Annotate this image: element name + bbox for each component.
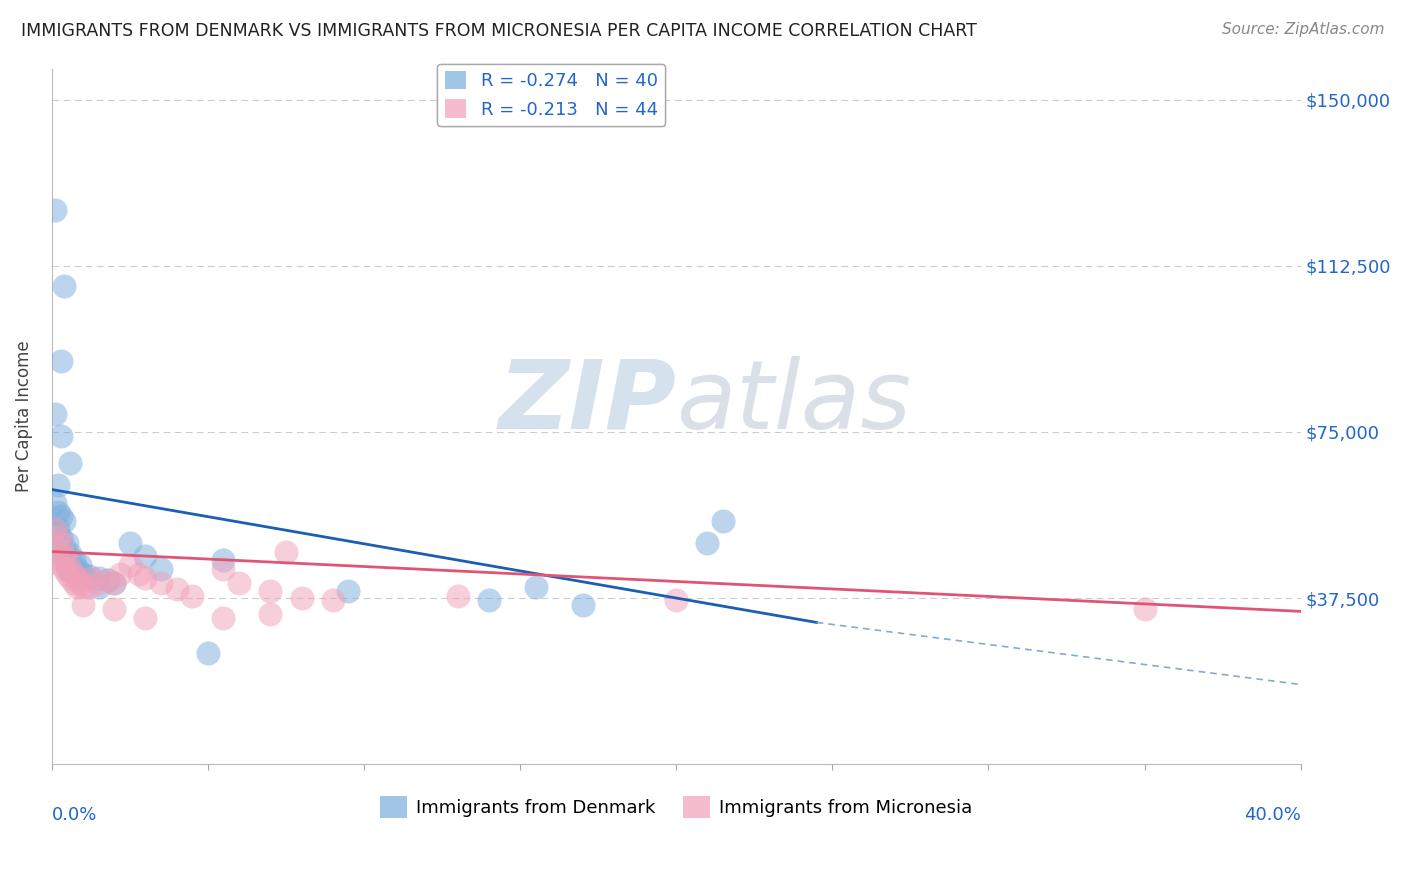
Point <box>197 647 219 661</box>
Point <box>49 429 72 443</box>
Point <box>696 535 718 549</box>
Point <box>134 571 156 585</box>
Point <box>59 547 82 561</box>
Point <box>212 562 235 576</box>
Point <box>72 580 94 594</box>
Point <box>274 544 297 558</box>
Point <box>69 575 91 590</box>
Point <box>49 535 72 549</box>
Point <box>1133 602 1156 616</box>
Text: atlas: atlas <box>676 356 911 449</box>
Point <box>49 354 72 368</box>
Point <box>181 589 204 603</box>
Point <box>49 509 72 524</box>
Point <box>44 540 66 554</box>
Point <box>128 566 150 581</box>
Point <box>59 565 82 579</box>
Text: 0.0%: 0.0% <box>52 806 97 824</box>
Point <box>87 575 110 590</box>
Point <box>259 584 281 599</box>
Point <box>571 598 593 612</box>
Point <box>62 575 84 590</box>
Point <box>97 574 120 588</box>
Point <box>103 602 125 616</box>
Text: ZIP: ZIP <box>498 356 676 449</box>
Point <box>44 526 66 541</box>
Point <box>665 593 688 607</box>
Point <box>44 496 66 510</box>
Point <box>118 535 141 549</box>
Point <box>77 569 100 583</box>
Point <box>77 580 100 594</box>
Point <box>322 593 344 607</box>
Point <box>59 456 82 470</box>
Point <box>53 549 76 563</box>
Point <box>53 514 76 528</box>
Point <box>66 580 89 594</box>
Point <box>72 598 94 612</box>
Point <box>72 566 94 581</box>
Point <box>56 558 79 572</box>
Point <box>46 505 69 519</box>
Point <box>118 558 141 572</box>
Point <box>44 203 66 218</box>
Point <box>69 558 91 572</box>
Point <box>478 593 501 607</box>
Point <box>49 558 72 572</box>
Text: Source: ZipAtlas.com: Source: ZipAtlas.com <box>1222 22 1385 37</box>
Point <box>46 531 69 545</box>
Point <box>53 278 76 293</box>
Text: IMMIGRANTS FROM DENMARK VS IMMIGRANTS FROM MICRONESIA PER CAPITA INCOME CORRELAT: IMMIGRANTS FROM DENMARK VS IMMIGRANTS FR… <box>21 22 977 40</box>
Point <box>46 478 69 492</box>
Point <box>56 553 79 567</box>
Point <box>166 582 188 597</box>
Point <box>711 514 734 528</box>
Point <box>59 571 82 585</box>
Point <box>134 549 156 563</box>
Point <box>103 575 125 590</box>
Text: 40.0%: 40.0% <box>1244 806 1301 824</box>
Point <box>337 584 360 599</box>
Point <box>228 575 250 590</box>
Point <box>46 522 69 536</box>
Point <box>524 580 547 594</box>
Point <box>87 580 110 594</box>
Point <box>53 562 76 576</box>
Point <box>290 591 312 606</box>
Point <box>259 607 281 621</box>
Point <box>56 566 79 581</box>
Point <box>66 571 89 585</box>
Point <box>150 575 173 590</box>
Point <box>212 611 235 625</box>
Point <box>82 571 104 585</box>
Point <box>87 571 110 585</box>
Point <box>66 562 89 576</box>
Point <box>46 553 69 567</box>
Legend: R = -0.274   N = 40, R = -0.213   N = 44: R = -0.274 N = 40, R = -0.213 N = 44 <box>437 63 665 126</box>
Point <box>134 611 156 625</box>
Point <box>44 407 66 421</box>
Point <box>110 566 132 581</box>
Point <box>150 562 173 576</box>
Point <box>49 549 72 563</box>
Point <box>97 574 120 588</box>
Point <box>53 540 76 554</box>
Point <box>49 531 72 545</box>
Point <box>446 589 468 603</box>
Point <box>56 535 79 549</box>
Point <box>62 553 84 567</box>
Point <box>212 553 235 567</box>
Point <box>62 566 84 581</box>
Point <box>103 575 125 590</box>
Point <box>59 562 82 576</box>
Y-axis label: Per Capita Income: Per Capita Income <box>15 341 32 492</box>
Point <box>44 522 66 536</box>
